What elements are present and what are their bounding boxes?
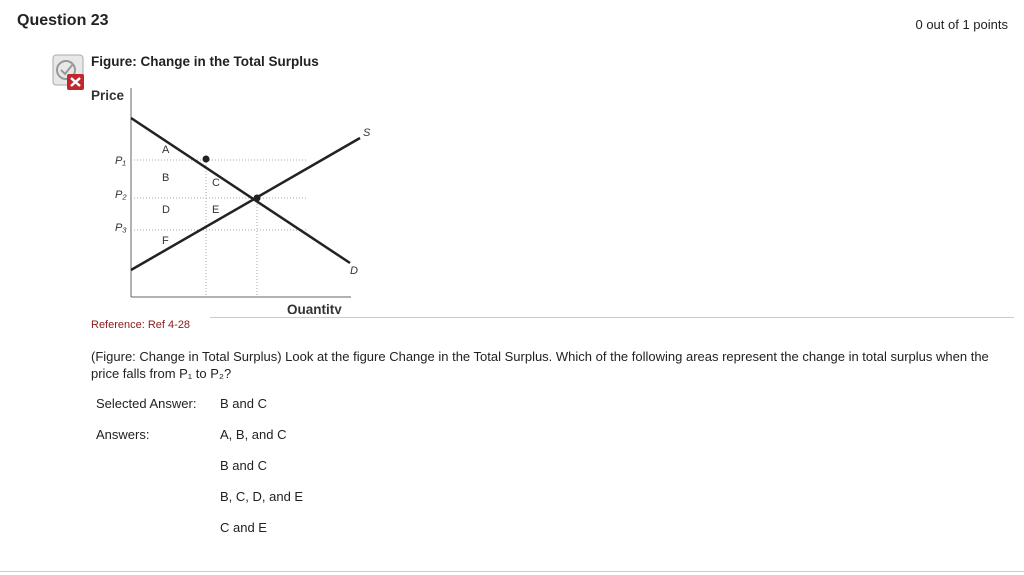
reference: Reference: Ref 4-28 bbox=[91, 319, 191, 331]
answer-option: A, B, and C bbox=[220, 427, 287, 442]
price-label: P₂ bbox=[115, 189, 127, 201]
incorrect-icon bbox=[52, 54, 84, 90]
figure-title: Figure: Change in the Total Surplus bbox=[91, 54, 319, 69]
point bbox=[202, 155, 210, 163]
question-title: Question 23 bbox=[17, 12, 109, 29]
area-label: F bbox=[162, 235, 169, 247]
bottom-divider bbox=[0, 571, 1024, 572]
question-text: (Figure: Change in Total Surplus) Look a… bbox=[91, 349, 989, 381]
y-axis-label: Price bbox=[91, 88, 125, 103]
divider bbox=[210, 317, 1014, 318]
answer-option: B, C, D, and E bbox=[220, 489, 304, 504]
price-label: P₁ bbox=[115, 155, 126, 167]
price-label: P₃ bbox=[115, 222, 127, 234]
selected-label: Selected Answer: bbox=[96, 396, 197, 411]
figure: Price P₁ P₂ P₃ A B C D E F S D Quantity bbox=[91, 88, 371, 314]
selected-answer: B and C bbox=[220, 396, 267, 411]
x-axis-label: Quantity bbox=[287, 302, 342, 314]
demand-line bbox=[130, 116, 351, 265]
supply-line bbox=[130, 136, 361, 272]
area-label: A bbox=[162, 144, 170, 156]
area-label: C bbox=[212, 177, 220, 189]
point bbox=[253, 194, 261, 202]
supply-label: S bbox=[363, 127, 371, 139]
answers-label: Answers: bbox=[96, 427, 150, 442]
demand-label: D bbox=[350, 265, 358, 277]
area-label: E bbox=[212, 204, 219, 216]
area-label: B bbox=[162, 172, 169, 184]
answer-option: B and C bbox=[220, 458, 267, 473]
area-label: D bbox=[162, 204, 170, 216]
score: 0 out of 1 points bbox=[915, 17, 1008, 32]
answer-option: C and E bbox=[220, 520, 267, 535]
